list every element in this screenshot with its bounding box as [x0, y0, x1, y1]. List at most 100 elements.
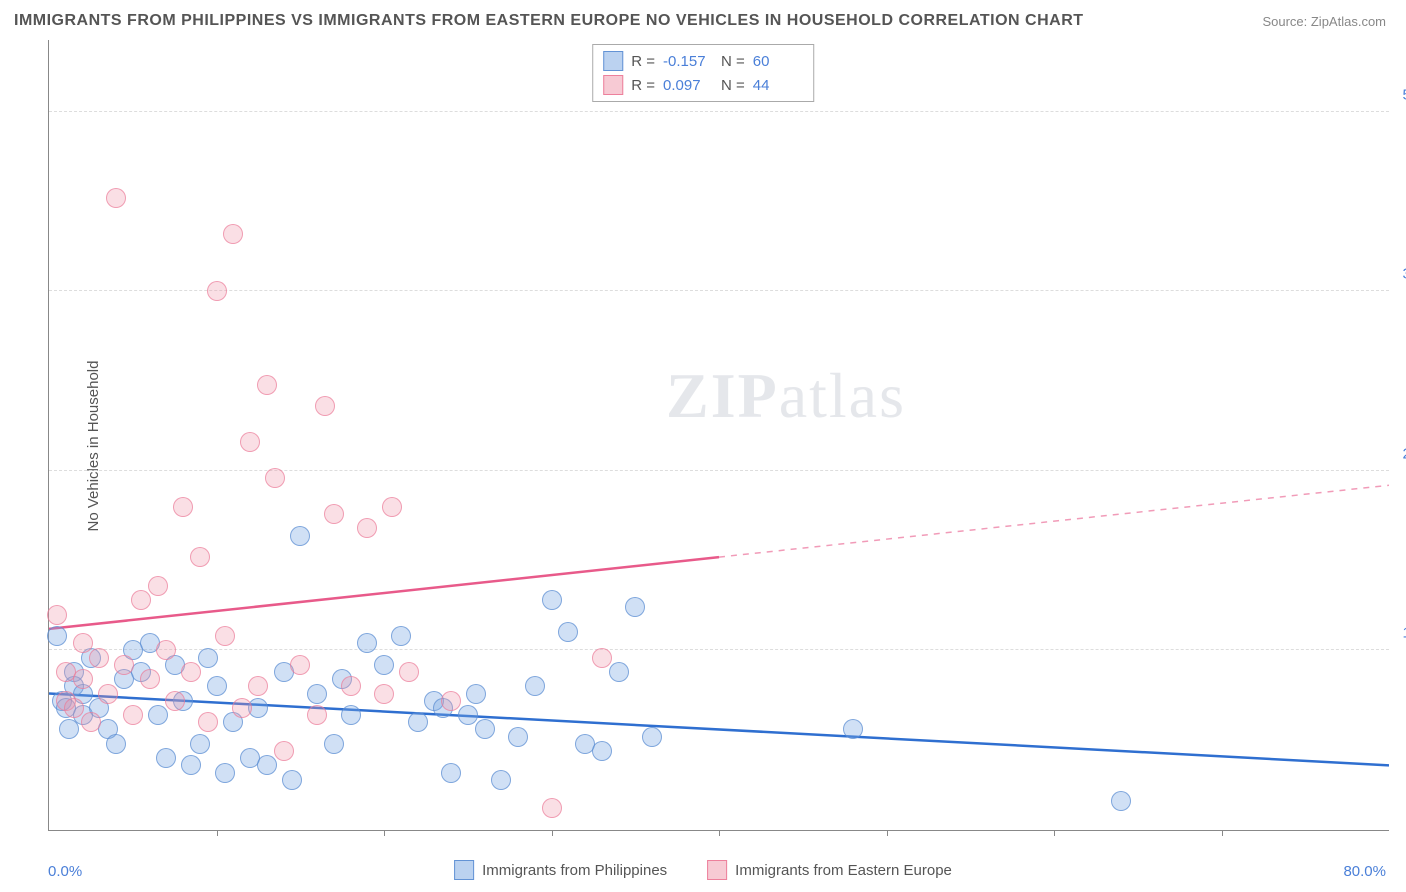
- data-point: [374, 655, 394, 675]
- data-point: [542, 590, 562, 610]
- n-value: 60: [753, 53, 803, 70]
- data-point: [592, 741, 612, 761]
- data-point: [491, 770, 511, 790]
- x-tick: [1054, 830, 1055, 836]
- legend-label: Immigrants from Eastern Europe: [735, 862, 952, 879]
- data-point: [190, 547, 210, 567]
- data-point: [315, 396, 335, 416]
- legend-series: Immigrants from Philippines Immigrants fr…: [454, 860, 952, 880]
- data-point: [475, 719, 495, 739]
- r-label: R =: [631, 53, 655, 70]
- data-point: [47, 605, 67, 625]
- data-point: [625, 597, 645, 617]
- data-point: [173, 497, 193, 517]
- legend-item: Immigrants from Philippines: [454, 860, 667, 880]
- data-point: [458, 705, 478, 725]
- data-point: [399, 662, 419, 682]
- data-point: [198, 648, 218, 668]
- data-point: [207, 281, 227, 301]
- data-point: [106, 734, 126, 754]
- y-tick-label: 37.5%: [1393, 266, 1406, 283]
- data-point: [290, 655, 310, 675]
- data-point: [248, 676, 268, 696]
- data-point: [232, 698, 252, 718]
- data-point: [374, 684, 394, 704]
- gridline: [49, 111, 1389, 112]
- data-point: [106, 188, 126, 208]
- data-point: [290, 526, 310, 546]
- data-point: [190, 734, 210, 754]
- data-point: [240, 432, 260, 452]
- data-point: [64, 698, 84, 718]
- legend-swatch: [603, 75, 623, 95]
- legend-swatch: [707, 860, 727, 880]
- data-point: [89, 648, 109, 668]
- r-value: -0.157: [663, 53, 713, 70]
- data-point: [843, 719, 863, 739]
- x-tick: [552, 830, 553, 836]
- legend-row: R = -0.157 N = 60: [603, 49, 803, 73]
- x-axis-min-label: 0.0%: [48, 863, 82, 880]
- data-point: [73, 669, 93, 689]
- y-tick-label: 12.5%: [1393, 625, 1406, 642]
- r-label: R =: [631, 77, 655, 94]
- data-point: [1111, 791, 1131, 811]
- data-point: [274, 741, 294, 761]
- data-point: [357, 633, 377, 653]
- data-point: [508, 727, 528, 747]
- n-label: N =: [721, 53, 745, 70]
- data-point: [341, 705, 361, 725]
- r-value: 0.097: [663, 77, 713, 94]
- legend-label: Immigrants from Philippines: [482, 862, 667, 879]
- legend-correlation: R = -0.157 N = 60 R = 0.097 N = 44: [592, 44, 814, 102]
- data-point: [307, 684, 327, 704]
- x-tick: [384, 830, 385, 836]
- data-point: [282, 770, 302, 790]
- data-point: [198, 712, 218, 732]
- legend-swatch: [603, 51, 623, 71]
- data-point: [391, 626, 411, 646]
- data-point: [609, 662, 629, 682]
- legend-row: R = 0.097 N = 44: [603, 73, 803, 97]
- data-point: [441, 763, 461, 783]
- data-point: [257, 375, 277, 395]
- gridline: [49, 290, 1389, 291]
- data-point: [81, 712, 101, 732]
- data-point: [542, 798, 562, 818]
- data-point: [558, 622, 578, 642]
- data-point: [341, 676, 361, 696]
- n-value: 44: [753, 77, 803, 94]
- data-point: [165, 691, 185, 711]
- data-point: [441, 691, 461, 711]
- legend-swatch: [454, 860, 474, 880]
- y-tick-label: 50.0%: [1393, 86, 1406, 103]
- data-point: [181, 755, 201, 775]
- data-point: [408, 712, 428, 732]
- chart-title: IMMIGRANTS FROM PHILIPPINES VS IMMIGRANT…: [14, 12, 1084, 30]
- data-point: [642, 727, 662, 747]
- data-point: [324, 504, 344, 524]
- data-point: [307, 705, 327, 725]
- data-point: [131, 590, 151, 610]
- gridline: [49, 649, 1389, 650]
- data-point: [223, 224, 243, 244]
- n-label: N =: [721, 77, 745, 94]
- data-point: [466, 684, 486, 704]
- data-point: [148, 705, 168, 725]
- source-attribution: Source: ZipAtlas.com: [1262, 14, 1386, 29]
- data-point: [181, 662, 201, 682]
- watermark: ZIPatlas: [666, 359, 906, 433]
- x-tick: [1222, 830, 1223, 836]
- data-point: [98, 684, 118, 704]
- data-point: [73, 633, 93, 653]
- data-point: [156, 640, 176, 660]
- data-point: [140, 669, 160, 689]
- data-point: [357, 518, 377, 538]
- x-tick: [887, 830, 888, 836]
- data-point: [215, 626, 235, 646]
- data-point: [148, 576, 168, 596]
- gridline: [49, 470, 1389, 471]
- data-point: [156, 748, 176, 768]
- x-axis-max-label: 80.0%: [1343, 863, 1386, 880]
- y-tick-label: 25.0%: [1393, 445, 1406, 462]
